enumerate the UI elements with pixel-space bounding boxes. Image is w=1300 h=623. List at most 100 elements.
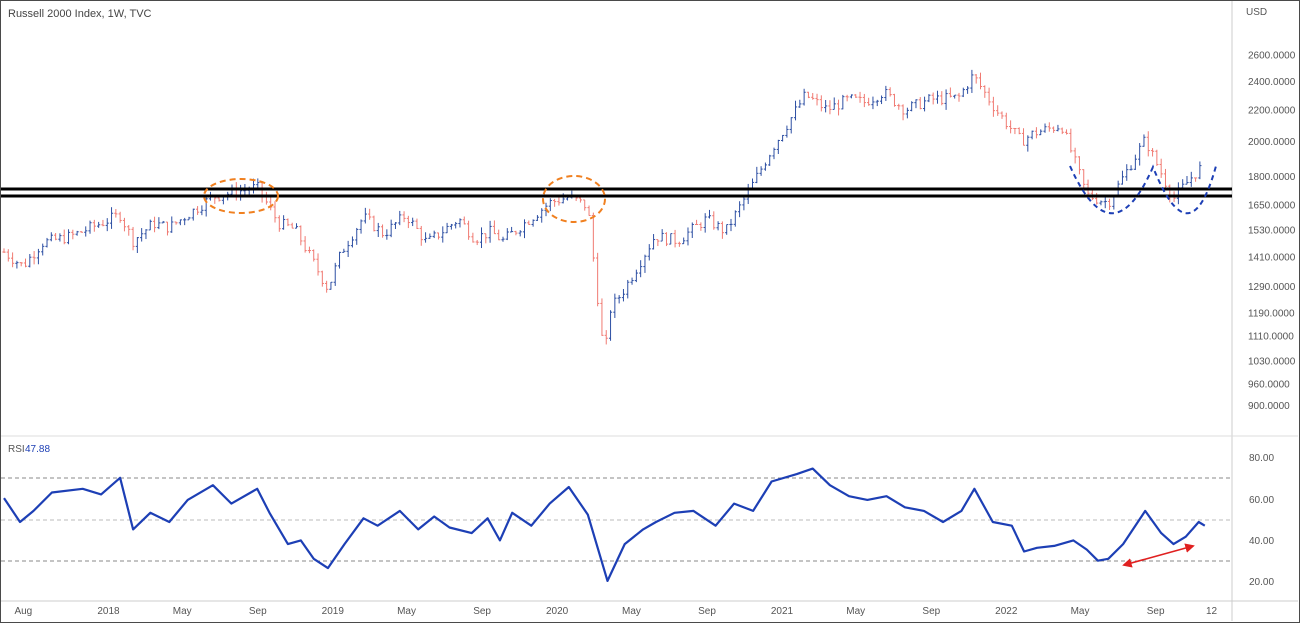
rsi-line <box>3 467 1206 583</box>
price-bar <box>454 221 458 229</box>
price-bar <box>948 87 952 98</box>
divergence-arrow <box>1122 543 1195 568</box>
price-bar <box>19 262 23 267</box>
price-bar <box>101 219 105 227</box>
price-bar <box>892 93 897 107</box>
rsi-tick: 40.00 <box>1249 536 1274 547</box>
price-bar <box>144 229 148 240</box>
price-bar <box>1056 124 1060 132</box>
price-bar <box>733 210 737 227</box>
price-bar <box>785 125 789 138</box>
price-bar <box>789 117 793 134</box>
price-bar <box>686 227 690 246</box>
price-bar <box>118 211 122 223</box>
price-bar <box>1021 128 1026 146</box>
price-bar <box>682 237 686 245</box>
price-bar <box>694 219 699 225</box>
price-bar <box>531 219 535 227</box>
price-bar <box>626 279 630 299</box>
price-bar <box>927 94 931 103</box>
price-bar <box>337 251 342 269</box>
price-bar <box>1198 161 1202 180</box>
price-tick: 2000.0000 <box>1248 137 1296 148</box>
price-bar <box>651 234 656 250</box>
price-bar <box>441 226 445 243</box>
price-bar <box>316 253 320 276</box>
price-bar <box>875 99 879 107</box>
price-bar <box>32 251 36 265</box>
price-bar <box>449 223 453 230</box>
price-bar <box>376 222 380 238</box>
price-tick: 900.0000 <box>1248 401 1290 412</box>
price-bar <box>282 215 286 230</box>
double-bottom-pattern <box>1069 164 1217 215</box>
price-bar <box>957 92 961 102</box>
price-bar <box>1125 164 1129 181</box>
price-bar <box>152 216 157 233</box>
price-tick: 2600.0000 <box>1248 50 1296 61</box>
price-bar <box>325 280 329 293</box>
price-bar <box>1034 127 1039 139</box>
price-bar <box>355 227 359 245</box>
rsi-tick: 80.00 <box>1249 453 1274 464</box>
price-bar <box>630 277 634 285</box>
price-bar <box>170 216 174 233</box>
price-bar <box>105 218 109 232</box>
time-tick: 2020 <box>546 606 569 617</box>
price-bar <box>824 100 828 113</box>
price-bar <box>1142 134 1146 147</box>
price-bar <box>484 233 488 244</box>
rsi-tick: 60.00 <box>1249 495 1274 506</box>
price-bar <box>204 196 208 217</box>
price-bar <box>1082 169 1086 191</box>
price-bar <box>1077 156 1082 175</box>
price-tick: 960.0000 <box>1248 380 1290 391</box>
rsi-value: 47.88 <box>25 444 50 455</box>
price-bar <box>15 260 19 269</box>
price-bar <box>647 244 651 261</box>
price-bar <box>540 208 544 223</box>
price-bar <box>195 206 200 215</box>
price-bar <box>970 69 974 93</box>
price-bar <box>613 293 617 318</box>
price-bar <box>548 198 552 212</box>
currency-label: USD <box>1246 7 1267 18</box>
price-bar <box>178 219 182 226</box>
price-bar <box>600 298 604 336</box>
price-bar <box>755 166 759 184</box>
price-bar <box>191 208 195 221</box>
price-bar <box>707 209 712 219</box>
price-bar <box>716 221 720 231</box>
price-bar <box>1039 129 1043 136</box>
price-bar <box>841 94 845 110</box>
price-bar <box>1185 176 1189 185</box>
price-bar <box>621 289 626 302</box>
price-bar <box>1146 131 1150 157</box>
price-bar <box>436 232 441 240</box>
price-bar <box>41 243 45 256</box>
price-bar <box>587 205 591 217</box>
price-bar <box>1155 149 1159 166</box>
price-bar <box>522 219 527 239</box>
price-bar <box>978 72 983 90</box>
price-bar <box>488 220 492 243</box>
price-bar <box>596 252 600 307</box>
price-bar <box>1073 147 1077 164</box>
price-bar <box>423 232 428 243</box>
price-bar <box>763 162 768 171</box>
price-bar <box>905 107 909 119</box>
price-bar <box>428 233 432 239</box>
price-bar <box>1133 154 1137 171</box>
price-bar <box>940 91 944 106</box>
price-bar <box>28 254 32 268</box>
price-bar <box>329 281 333 290</box>
price-bar <box>798 99 802 108</box>
time-tick: Sep <box>473 606 491 617</box>
price-bar <box>776 139 780 155</box>
price-bar <box>931 92 935 105</box>
price-bar <box>88 220 92 234</box>
price-bar <box>290 222 294 229</box>
price-bar <box>815 93 819 106</box>
